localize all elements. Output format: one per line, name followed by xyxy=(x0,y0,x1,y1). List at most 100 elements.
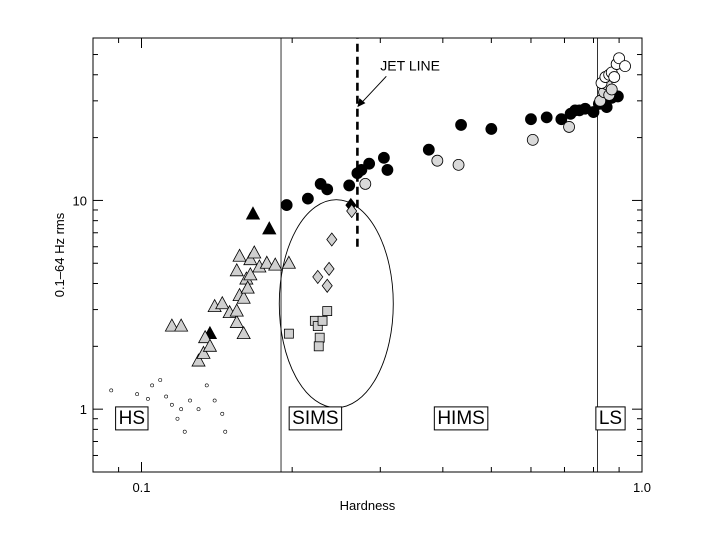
data-point-open-triangle xyxy=(191,353,206,367)
data-point-open-circle xyxy=(613,52,625,65)
data-point-open-diamond xyxy=(321,278,333,293)
data-point-open-square xyxy=(313,341,324,352)
plot-frame xyxy=(92,37,643,473)
data-point-small-circle xyxy=(135,392,140,397)
data-point-open-square xyxy=(317,315,328,326)
data-point-small-circle xyxy=(164,394,169,399)
x-tick-label: 0.1 xyxy=(132,480,150,495)
data-point-small-circle xyxy=(175,416,180,421)
data-point-gray-circle xyxy=(452,158,465,171)
data-point-gray-circle xyxy=(563,121,575,133)
data-point-open-triangle xyxy=(197,329,213,344)
data-point-small-circle xyxy=(212,398,217,403)
data-point-filled-circle xyxy=(555,113,568,126)
data-point-filled-circle xyxy=(525,113,537,126)
region-labels: HS SIMS HIMS LS xyxy=(115,406,626,431)
data-point-gray-circle xyxy=(431,154,444,167)
region-label-box xyxy=(288,406,343,431)
data-point-open-triangle xyxy=(229,262,244,277)
region-label-sims: SIMS xyxy=(288,406,343,431)
y-tick-label: 1 xyxy=(80,402,87,417)
data-point-open-square xyxy=(314,332,325,343)
data-point-filled-circle xyxy=(321,183,334,196)
data-point-open-diamond xyxy=(346,203,358,219)
data-point-open-triangle xyxy=(243,267,258,281)
data-point-open-triangle xyxy=(232,248,247,262)
data-point-gray-circle xyxy=(359,178,372,190)
region-label-box xyxy=(433,406,489,431)
data-point-open-diamond xyxy=(326,232,338,247)
data-point-open-triangle xyxy=(173,318,189,332)
region-label-text: HS xyxy=(119,408,145,429)
data-point-filled-triangle xyxy=(262,221,277,235)
y-tick-label: 10 xyxy=(73,193,87,208)
data-point-filled-circle xyxy=(381,164,394,176)
region-label-hims: HIMS xyxy=(433,406,489,431)
data-point-small-circle xyxy=(204,383,209,388)
region-label-hs: HS xyxy=(115,406,149,431)
jet-line-arrowhead xyxy=(357,98,366,108)
data-point-filled-circle xyxy=(485,123,498,135)
data-point-small-circle xyxy=(188,398,192,403)
data-point-small-circle xyxy=(196,407,201,412)
data-point-filled-circle xyxy=(377,151,390,164)
data-point-open-triangle xyxy=(247,245,262,259)
data-point-filled-circle xyxy=(301,192,314,205)
x-tick-label: 1.0 xyxy=(633,480,651,495)
jet-line-arrow xyxy=(359,75,387,106)
data-point-open-triangle xyxy=(202,338,218,352)
data-point-small-circle xyxy=(220,411,225,416)
data-point-open-diamond xyxy=(312,269,324,285)
data-point-gray-circle xyxy=(526,133,539,146)
region-label-text: SIMS xyxy=(292,408,338,429)
data-point-open-square xyxy=(322,306,333,316)
data-point-small-circle xyxy=(158,378,163,382)
data-point-small-circle xyxy=(146,396,150,401)
region-label-box xyxy=(595,406,626,431)
axis-ticks: 0.1 1.0 1 10 xyxy=(73,37,651,495)
data-point-small-circle xyxy=(223,429,228,434)
data-point-open-diamond xyxy=(323,261,335,277)
data-point-filled-circle xyxy=(455,119,467,131)
jet-line-label: JET LINE xyxy=(380,57,440,73)
data-point-small-circle xyxy=(169,402,174,407)
data-point-open-circle xyxy=(608,71,621,83)
data-point-filled-circle xyxy=(587,106,600,118)
region-label-text: LS xyxy=(599,408,622,429)
data-point-open-triangle xyxy=(236,290,251,304)
data-point-filled-circle xyxy=(422,143,435,156)
data-point-open-triangle xyxy=(243,251,258,266)
y-axis-label: 0.1–64 Hz rms xyxy=(52,212,67,297)
data-marks xyxy=(109,38,631,472)
data-point-small-circle xyxy=(179,407,184,412)
data-point-small-circle xyxy=(182,429,187,434)
data-point-filled-circle xyxy=(343,179,356,192)
data-point-filled-circle xyxy=(363,157,376,170)
data-point-open-triangle xyxy=(240,280,255,294)
data-point-open-triangle xyxy=(215,295,230,310)
data-point-open-triangle xyxy=(229,303,244,317)
data-point-filled-circle xyxy=(355,164,368,176)
data-point-open-triangle xyxy=(164,318,180,332)
region-label-text: HIMS xyxy=(437,408,485,429)
data-point-open-triangle xyxy=(229,314,244,328)
data-point-small-circle xyxy=(109,388,114,393)
data-point-filled-circle xyxy=(280,199,293,211)
data-point-gray-circle xyxy=(605,83,618,96)
x-axis-label: Hardness xyxy=(340,498,396,513)
data-point-filled-circle xyxy=(540,111,553,124)
data-point-open-triangle xyxy=(268,257,283,271)
annotations: JET LINE xyxy=(380,57,440,73)
data-point-open-square xyxy=(283,328,294,339)
data-point-small-circle xyxy=(150,383,155,388)
data-point-open-circle xyxy=(619,60,631,73)
data-point-open-triangle xyxy=(196,345,211,359)
data-point-open-triangle xyxy=(259,255,275,269)
sims-ellipse xyxy=(278,199,394,409)
region-label-ls: LS xyxy=(595,406,626,431)
data-point-open-triangle xyxy=(281,255,297,269)
data-point-filled-triangle xyxy=(245,206,261,220)
region-label-box xyxy=(115,406,149,431)
data-point-open-triangle xyxy=(236,325,251,340)
